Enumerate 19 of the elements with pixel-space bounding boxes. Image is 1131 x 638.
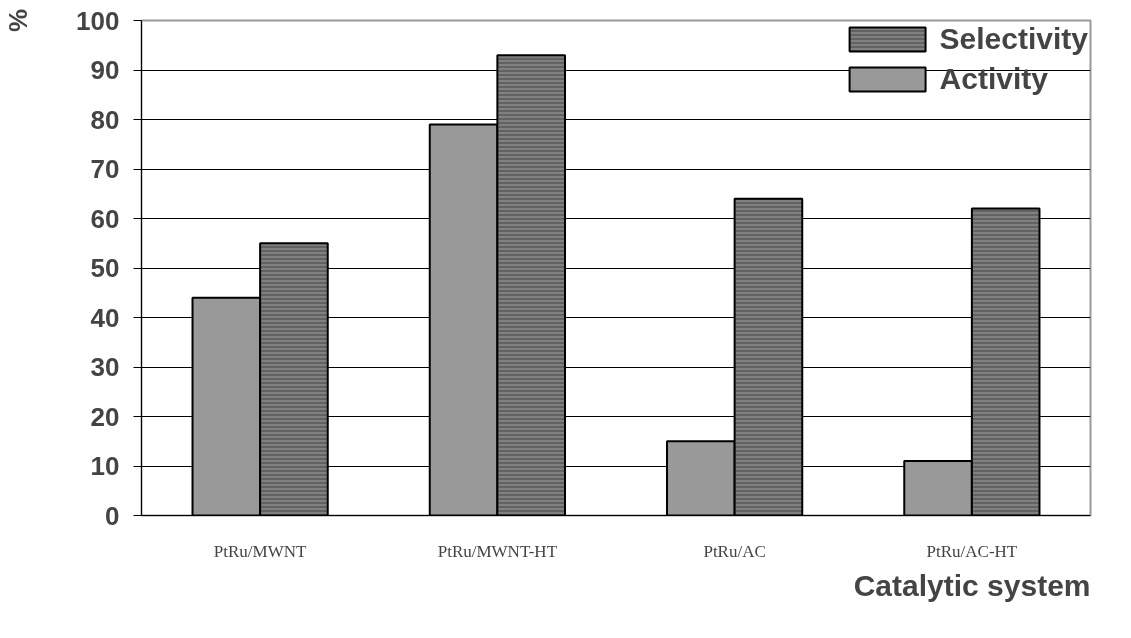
y-tick-label: 60 — [90, 203, 120, 234]
y-tick-label: 0 — [105, 500, 120, 531]
y-tick-label: 40 — [90, 302, 120, 333]
legend-label: Selectivity — [939, 22, 1088, 56]
x-tick-label: PtRu/MWNT — [213, 541, 308, 561]
y-tick-label: 90 — [90, 55, 120, 85]
y-axis-title: % — [3, 8, 34, 33]
legend-label: Activity — [939, 62, 1048, 96]
y-tick-label: 30 — [90, 352, 120, 382]
y-tick-label: 20 — [90, 401, 120, 432]
y-tick-label: 70 — [90, 154, 120, 184]
x-tick-label: PtRu/AC — [703, 541, 766, 561]
x-tick-label: PtRu/AC-HT — [926, 541, 1018, 561]
y-tick-label: 100 — [76, 5, 120, 36]
y-tick-label: 80 — [90, 104, 120, 135]
y-tick-label: 50 — [90, 253, 120, 283]
x-tick-label: PtRu/MWNT-HT — [437, 541, 558, 561]
x-axis-title: Catalytic system — [853, 568, 1091, 602]
y-tick-label: 10 — [90, 451, 120, 481]
